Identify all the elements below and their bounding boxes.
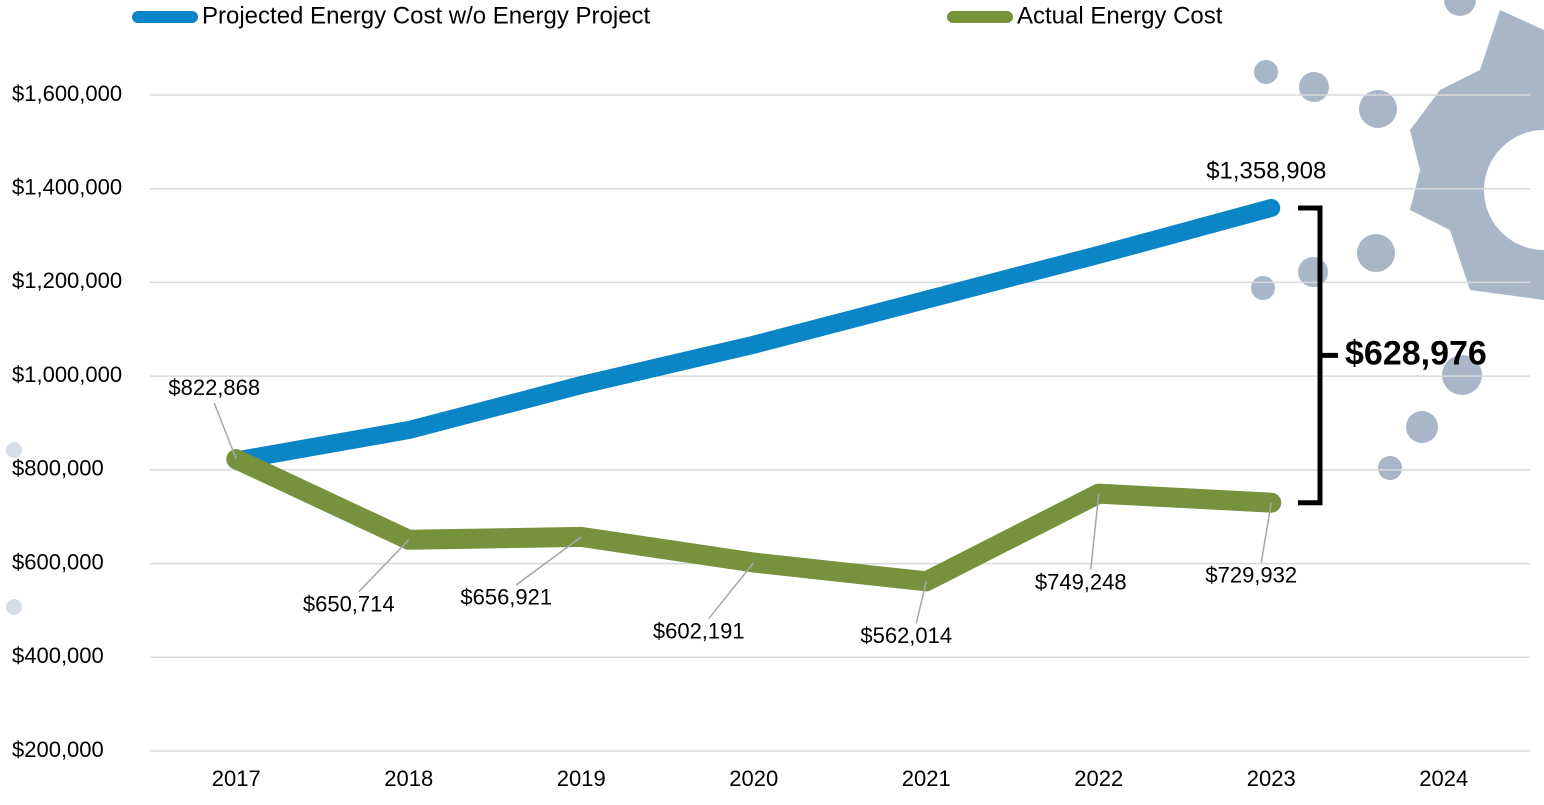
value-label: $656,921: [460, 585, 552, 610]
value-label: $1,358,908: [1206, 157, 1326, 184]
leader-line: [359, 540, 409, 592]
value-label: $749,248: [1035, 569, 1127, 594]
value-label: $822,868: [168, 375, 260, 400]
y-tick-label: $1,000,000: [12, 362, 122, 387]
value-label: $602,191: [653, 618, 745, 643]
y-tick-label: $200,000: [12, 737, 104, 762]
y-tick-label: $400,000: [12, 643, 104, 668]
legend-label: Actual Energy Cost: [1017, 2, 1223, 29]
legend-label: Projected Energy Cost w/o Energy Project: [202, 2, 651, 29]
x-tick-label: 2019: [557, 766, 606, 791]
x-tick-label: 2020: [729, 766, 778, 791]
value-label: $562,014: [860, 623, 952, 648]
y-tick-label: $1,200,000: [12, 268, 122, 293]
bracket: [1298, 208, 1338, 503]
value-label: $729,932: [1205, 563, 1297, 588]
annotation: $628,976: [1345, 334, 1487, 372]
gear-decoration: [6, 0, 1544, 615]
page: $200,000 $400,000 $600,000 $800,000 $1,000,0…: [0, 0, 1544, 805]
y-tick-label: $600,000: [12, 549, 104, 574]
leader-line: [709, 563, 754, 619]
chart: $200,000 $400,000 $600,000 $800,000 $1,000,0…: [0, 0, 1544, 805]
leader-line: [214, 403, 236, 459]
series-line: [236, 208, 1271, 461]
x-tick-label: 2024: [1419, 766, 1468, 791]
x-tick-label: 2021: [902, 766, 951, 791]
x-tick-label: 2018: [384, 766, 433, 791]
y-tick-label: $1,400,000: [12, 175, 122, 200]
x-tick-label: 2017: [212, 766, 261, 791]
value-label: $650,714: [303, 592, 395, 617]
x-tick-label: 2022: [1074, 766, 1123, 791]
x-tick-label: 2023: [1247, 766, 1296, 791]
y-tick-label: $800,000: [12, 456, 104, 481]
y-tick-label: $1,600,000: [12, 81, 122, 106]
